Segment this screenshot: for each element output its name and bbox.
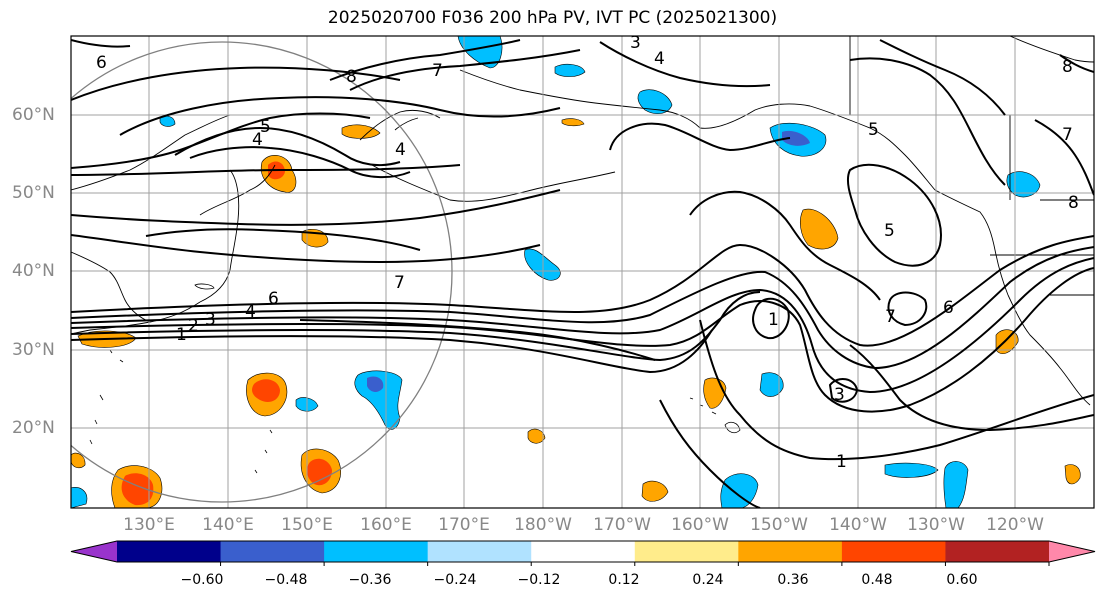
lon-label: 180°W [514,515,572,535]
contour-label: 3 [834,385,845,405]
colorbar-tick-label: −0.36 [348,572,392,588]
contour-label: 7 [394,273,405,293]
contour-label: 5 [884,221,895,241]
contour-label: 6 [268,289,279,309]
gridlines [71,36,1094,508]
lat-label: 20°N [12,418,55,438]
lon-label: 150°E [281,515,333,535]
lon-label: 170°E [438,515,490,535]
lon-label: 130°W [907,515,965,535]
contour-label: 1 [768,310,779,330]
lon-label: 170°W [593,515,651,535]
contour-label: 4 [252,130,263,150]
contour-label: 1 [176,325,187,345]
contour-label: 8 [1068,193,1079,213]
contour-label: 3 [205,310,216,330]
contour-label: 6 [96,53,107,73]
contour-labels: 6 8 7 3 4 5 4 4 7 6 4 3 2 1 1 5 7 6 3 1 … [96,33,1079,472]
lon-label: 120°W [986,515,1044,535]
lon-label: 140°W [829,515,887,535]
contour-label: 6 [943,298,954,318]
lat-label: 50°N [12,183,55,203]
map-frame [70,35,1095,509]
contour-label: 3 [630,33,641,53]
colorbar-tick-label: 0.48 [861,572,893,588]
islands [89,283,741,474]
contour-label: 8 [1062,57,1073,77]
lon-label: 140°E [202,515,254,535]
contour-label: 4 [245,302,256,322]
colorbar-tick-label: −0.48 [264,572,308,588]
lon-label: 160°E [360,515,412,535]
map-title: 2025020700 F036 200 hPa PV, IVT PC (2025… [327,8,778,28]
contour-label: 1 [836,452,847,472]
lon-label: 130°E [123,515,175,535]
contour-label: 5 [260,117,271,137]
colorbar-tick-label: 0.60 [946,572,978,588]
contour-label: 8 [346,67,357,87]
contour-label: 7 [885,307,896,327]
contour-label: 5 [868,120,879,140]
contour-label: 4 [654,49,665,69]
colorbar-tick-label: −0.60 [180,572,224,588]
colorbar-tick-label: 0.24 [692,572,724,588]
contour-label: 2 [188,316,199,336]
contour-label: 7 [1062,125,1073,145]
lat-label: 40°N [12,261,55,281]
lon-label: 160°W [671,515,729,535]
lat-label: 30°N [12,340,55,360]
ivt-contours [71,39,1094,508]
lon-label: 150°W [750,515,808,535]
contour-label: 4 [395,140,406,160]
colorbar-tick-label: −0.24 [433,572,477,588]
lat-label: 60°N [12,105,55,125]
colorbar-tick-label: 0.12 [608,572,640,588]
contour-label: 7 [432,61,443,81]
colorbar-tick-label: −0.12 [517,572,561,588]
reference-circle [71,41,453,503]
colorbar-tick-label: 0.36 [777,572,809,588]
